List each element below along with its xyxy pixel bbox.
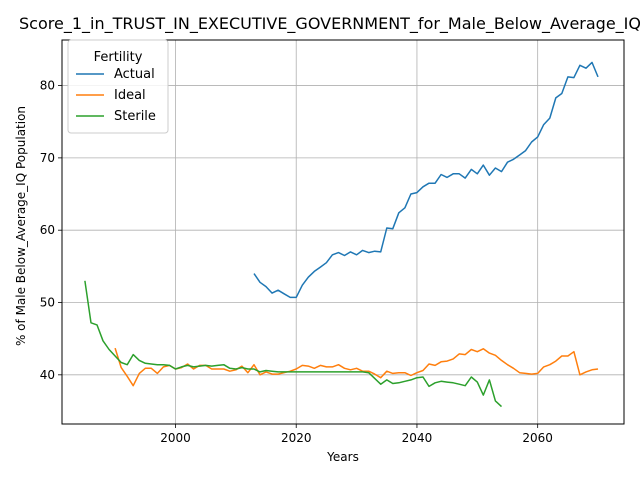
legend-label-sterile: Sterile	[114, 109, 156, 124]
legend-label-actual: Actual	[114, 67, 155, 82]
legend-label-ideal: Ideal	[114, 88, 146, 103]
legend-title: Fertility	[94, 50, 143, 65]
y-tick-label: 40	[40, 368, 55, 382]
y-tick-label: 70	[40, 151, 55, 165]
legend: Fertility Actual Ideal Sterile	[67, 39, 169, 134]
x-tick-label: 2000	[160, 431, 191, 445]
series-line-sterile	[84, 280, 503, 408]
chart-title: Score_1_in_TRUST_IN_EXECUTIVE_GOVERNMENT…	[19, 14, 640, 34]
y-axis-label: % of Male Below_Average_IQ Population	[14, 106, 28, 346]
legend-frame	[67, 39, 169, 134]
y-axis-ticks: 40 50 60 70 80	[40, 79, 62, 382]
series-lines	[84, 61, 599, 408]
y-tick-label: 60	[40, 223, 55, 237]
x-gridlines	[175, 40, 539, 424]
x-tick-label: 2060	[522, 431, 553, 445]
y-tick-label: 50	[40, 296, 55, 310]
legend-items: Actual Ideal Sterile	[76, 67, 156, 124]
y-tick-label: 80	[40, 79, 55, 93]
series-line-ideal	[114, 347, 599, 387]
x-axis-ticks: 2000 2020 2040 2060	[160, 424, 553, 445]
y-gridlines	[62, 85, 624, 376]
x-tick-label: 2040	[402, 431, 433, 445]
x-axis-label: Years	[326, 450, 359, 464]
series-line-actual	[253, 61, 599, 299]
plot-frame	[61, 39, 625, 425]
x-tick-label: 2020	[281, 431, 312, 445]
